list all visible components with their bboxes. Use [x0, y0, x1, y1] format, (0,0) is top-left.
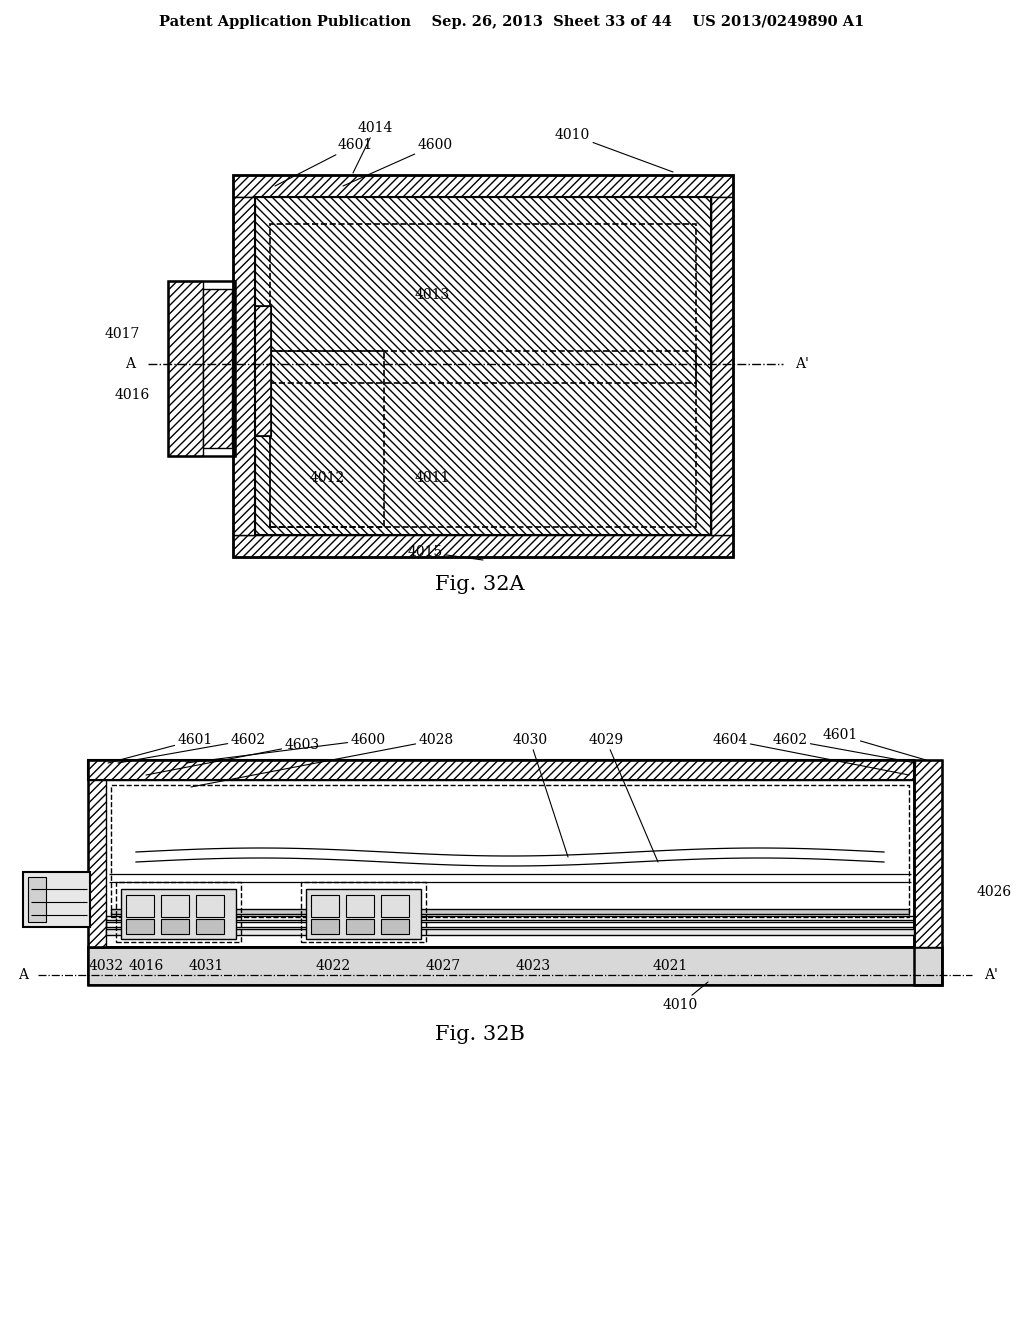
Text: 4026: 4026: [977, 884, 1012, 899]
Text: 4015: 4015: [408, 545, 483, 560]
Bar: [196, 919, 224, 935]
Text: Patent Application Publication    Sep. 26, 2013  Sheet 33 of 44    US 2013/02498: Patent Application Publication Sep. 26, …: [160, 15, 864, 29]
Bar: [161, 895, 189, 917]
Bar: [311, 895, 339, 917]
Bar: [126, 919, 154, 935]
Text: 4016: 4016: [128, 960, 164, 973]
Text: 4602: 4602: [772, 733, 916, 763]
Bar: [381, 919, 409, 935]
Bar: [711, 197, 733, 535]
Bar: [233, 535, 733, 557]
Text: 4031: 4031: [188, 960, 223, 973]
Text: 4600: 4600: [186, 733, 386, 763]
Text: 4602: 4602: [118, 733, 265, 763]
Text: 4013: 4013: [415, 289, 450, 302]
Text: Fig. 32B: Fig. 32B: [435, 1026, 525, 1044]
Text: 4011: 4011: [414, 471, 450, 484]
Bar: [233, 176, 733, 197]
Bar: [270, 351, 384, 527]
Bar: [196, 895, 224, 917]
Bar: [346, 895, 374, 917]
Bar: [203, 289, 232, 447]
Bar: [88, 760, 914, 780]
Bar: [88, 760, 914, 946]
Bar: [233, 197, 255, 535]
Bar: [88, 760, 914, 780]
Bar: [255, 306, 271, 436]
Text: 4601: 4601: [108, 733, 213, 763]
Text: A: A: [18, 968, 28, 982]
Text: 4027: 4027: [425, 960, 461, 973]
Text: 4023: 4023: [515, 960, 551, 973]
Bar: [88, 946, 942, 985]
Bar: [23, 873, 90, 927]
Text: A': A': [984, 968, 997, 982]
Bar: [233, 176, 733, 557]
Bar: [255, 306, 271, 436]
Bar: [255, 197, 711, 535]
Text: 4030: 4030: [512, 733, 568, 857]
Bar: [255, 197, 711, 535]
Text: 4010: 4010: [663, 982, 708, 1012]
Text: 4029: 4029: [589, 733, 658, 862]
Bar: [88, 780, 106, 946]
Text: 4601: 4601: [275, 139, 373, 186]
Bar: [311, 919, 339, 935]
Text: 4603: 4603: [146, 738, 319, 775]
Bar: [270, 351, 696, 527]
Text: A: A: [125, 356, 135, 371]
Text: 4010: 4010: [555, 128, 673, 172]
Text: 4028: 4028: [191, 733, 454, 787]
Bar: [28, 876, 46, 921]
Bar: [106, 916, 914, 920]
Bar: [306, 888, 421, 939]
Bar: [126, 895, 154, 917]
Bar: [111, 785, 909, 917]
Bar: [121, 888, 236, 939]
Bar: [106, 929, 914, 935]
Bar: [914, 760, 942, 946]
Bar: [168, 281, 203, 455]
Bar: [914, 760, 942, 985]
Text: 4604: 4604: [713, 733, 909, 775]
Bar: [381, 895, 409, 917]
Text: 4032: 4032: [88, 960, 124, 973]
Bar: [270, 224, 696, 383]
Bar: [168, 281, 234, 455]
Bar: [88, 946, 942, 985]
Text: 4601: 4601: [822, 729, 926, 760]
Bar: [106, 921, 914, 927]
Bar: [161, 919, 189, 935]
Text: 4600: 4600: [343, 139, 453, 186]
Text: 4017: 4017: [104, 326, 140, 341]
Text: 4012: 4012: [309, 471, 345, 484]
Bar: [346, 919, 374, 935]
Bar: [116, 882, 241, 942]
Text: Fig. 32A: Fig. 32A: [435, 576, 525, 594]
Text: 4016: 4016: [115, 388, 150, 401]
Bar: [301, 882, 426, 942]
Text: 4014: 4014: [353, 121, 392, 173]
Bar: [111, 909, 909, 913]
Text: A': A': [795, 356, 809, 371]
Text: 4021: 4021: [652, 960, 688, 973]
Text: 4022: 4022: [315, 960, 350, 973]
